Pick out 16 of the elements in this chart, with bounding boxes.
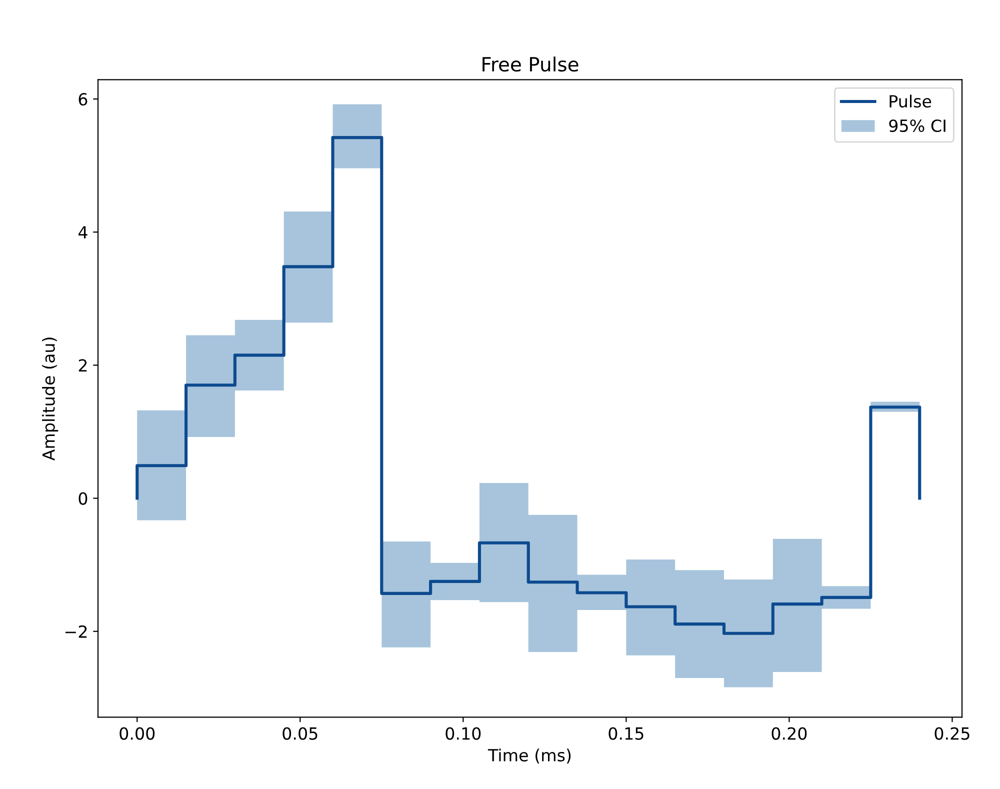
x-tick-label: 0.25 [934, 727, 970, 740]
legend-label: Pulse [890, 94, 932, 108]
chart-title: Free Pulse [482, 56, 578, 72]
x-tick-label: 0.10 [446, 727, 481, 740]
legend-label: 95% CI [889, 119, 946, 132]
x-axis-title: Time (ms) [488, 748, 571, 764]
y-tick-label: 0 [78, 492, 88, 505]
y-tick-label: 4 [78, 226, 88, 238]
x-tick-label: 0.20 [772, 727, 807, 740]
y-axis-title: Amplitude (au) [42, 338, 58, 461]
x-tick-label: 0.15 [608, 727, 644, 740]
y-tick-label: −2 [65, 625, 87, 638]
x-tick-label: 0.05 [282, 727, 318, 740]
x-tick-label: 0.00 [120, 727, 155, 740]
y-tick-label: 6 [78, 92, 88, 106]
y-tick-label: 2 [78, 359, 87, 372]
